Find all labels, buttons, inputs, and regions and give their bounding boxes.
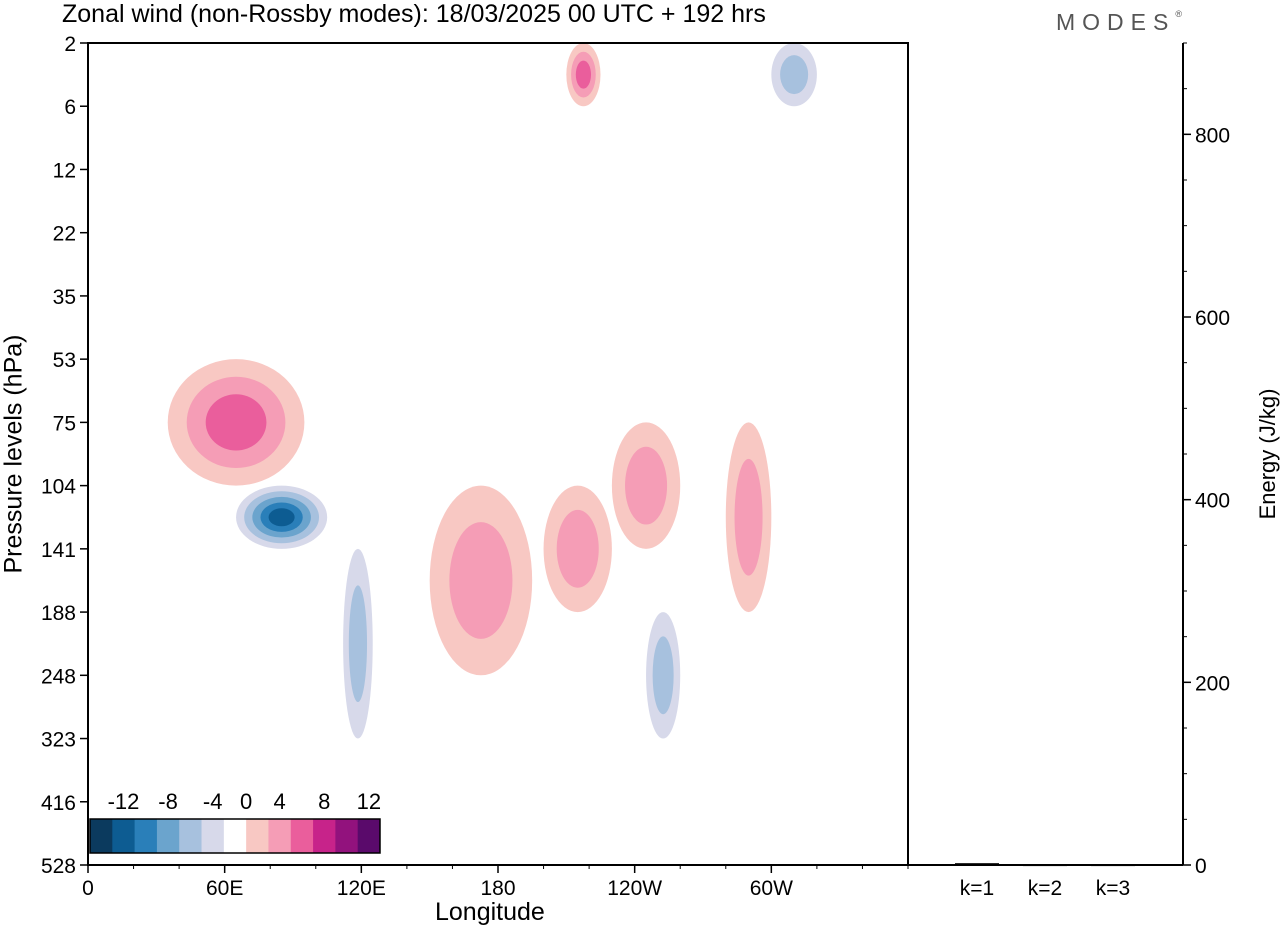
contour-level: [449, 522, 513, 639]
colorbar-swatch: [179, 819, 203, 853]
colorbar-swatch: [290, 819, 314, 853]
colorbar-swatch: [134, 819, 158, 853]
contour-feature: [611, 422, 681, 549]
x-tick-label: 180: [480, 877, 515, 900]
colorbar-swatch: [246, 819, 269, 853]
energy-tick-label: 600: [1195, 307, 1230, 330]
contour-level: [556, 509, 599, 588]
energy-bar: [1023, 864, 1067, 867]
energy-bar-panel: 0 200 400 600 800 k=1 k=2 k=3: [908, 42, 1230, 900]
contour-field: [167, 43, 817, 739]
colorbar-swatch: [268, 819, 292, 853]
y-tick-label: 248: [41, 665, 76, 688]
y-tick-label: 35: [53, 286, 76, 309]
brand-logo: MODES®: [1056, 9, 1182, 36]
colorbar-swatch: [112, 819, 136, 853]
contour-level: [575, 60, 592, 89]
contour-level: [734, 458, 763, 576]
y-tick-label: 75: [53, 412, 76, 435]
energy-category-label: k=2: [1028, 877, 1062, 900]
colorbar-frame: [89, 818, 381, 854]
y-tick-label: 2: [64, 33, 76, 56]
x-axis-label: Longitude: [435, 898, 545, 926]
energy-tick-label: 0: [1195, 855, 1207, 878]
y-tick-label: 416: [41, 792, 76, 815]
x-axis: 0 60E 120E 180 120W 60W: [82, 865, 909, 900]
y-tick-label: 528: [41, 855, 76, 878]
y-tick-label: 141: [41, 539, 76, 562]
colorbar-swatch: [335, 819, 359, 853]
colorbar-swatch: [313, 819, 336, 853]
contour-level: [780, 55, 809, 95]
energy-category-label: k=1: [960, 877, 994, 900]
contour-feature: [646, 612, 681, 739]
y-tick-label: 22: [53, 223, 76, 246]
x-tick-label: 120E: [337, 877, 386, 900]
y-tick-label: 323: [41, 729, 76, 752]
contour-level: [268, 508, 295, 527]
colorbar-label: 12: [357, 789, 381, 814]
colorbar-swatch: [201, 819, 225, 853]
x-tick-label: 60E: [206, 877, 243, 900]
x-tick-label: 60W: [750, 877, 793, 900]
y-tick-label: 53: [53, 349, 76, 372]
chart-title: Zonal wind (non-Rossby modes): 18/03/202…: [62, 0, 766, 28]
energy-tick-label: 200: [1195, 672, 1230, 695]
contour-feature: [236, 485, 328, 549]
x-tick-label: 120W: [607, 877, 662, 900]
energy-tick-label: 400: [1195, 490, 1230, 513]
energy-bar: [955, 863, 999, 866]
colorbar-label: -4: [203, 789, 223, 814]
brand-registered-mark: ®: [1175, 9, 1182, 19]
y-tick-label: 12: [53, 159, 76, 182]
energy-axis-label: Energy (J/kg): [1255, 388, 1280, 520]
colorbar-swatch: [156, 819, 180, 853]
colorbar-label: 8: [318, 789, 330, 814]
y-tick-label: 104: [41, 476, 76, 499]
y-tick-label: 188: [41, 602, 76, 625]
contour-feature: [725, 422, 772, 613]
colorbar-label: 4: [273, 789, 285, 814]
y-axis-label: Pressure levels (hPa): [0, 334, 28, 574]
contour-feature: [543, 485, 612, 613]
contour-level: [625, 446, 668, 525]
contour-feature: [429, 485, 533, 676]
brand-name: MODES: [1056, 9, 1176, 35]
colorbar-swatch: [90, 819, 113, 853]
y-axis: 2 6 12 22 35 53 75 104 141 188 248 323 416 528: [41, 33, 88, 878]
energy-bar: [1091, 864, 1135, 867]
contour-feature: [771, 43, 817, 107]
colorbar-label: 0: [240, 789, 252, 814]
colorbar-swatch: [357, 819, 381, 853]
energy-tick-label: 800: [1195, 124, 1230, 147]
y-tick-label: 6: [64, 96, 76, 119]
contour-level: [652, 636, 674, 715]
colorbar-label: -8: [158, 789, 178, 814]
contour-feature: [343, 548, 373, 739]
contour-level: [205, 394, 267, 451]
energy-category-label: k=3: [1096, 877, 1130, 900]
colorbar-swatch: [223, 819, 247, 853]
contour-level: [348, 585, 368, 703]
colorbar: -12 -8 -4 0 4 8 12: [89, 789, 381, 854]
contour-feature: [167, 359, 305, 486]
x-tick-label: 0: [82, 877, 94, 900]
colorbar-label: -12: [108, 789, 140, 814]
contour-feature: [566, 43, 601, 107]
